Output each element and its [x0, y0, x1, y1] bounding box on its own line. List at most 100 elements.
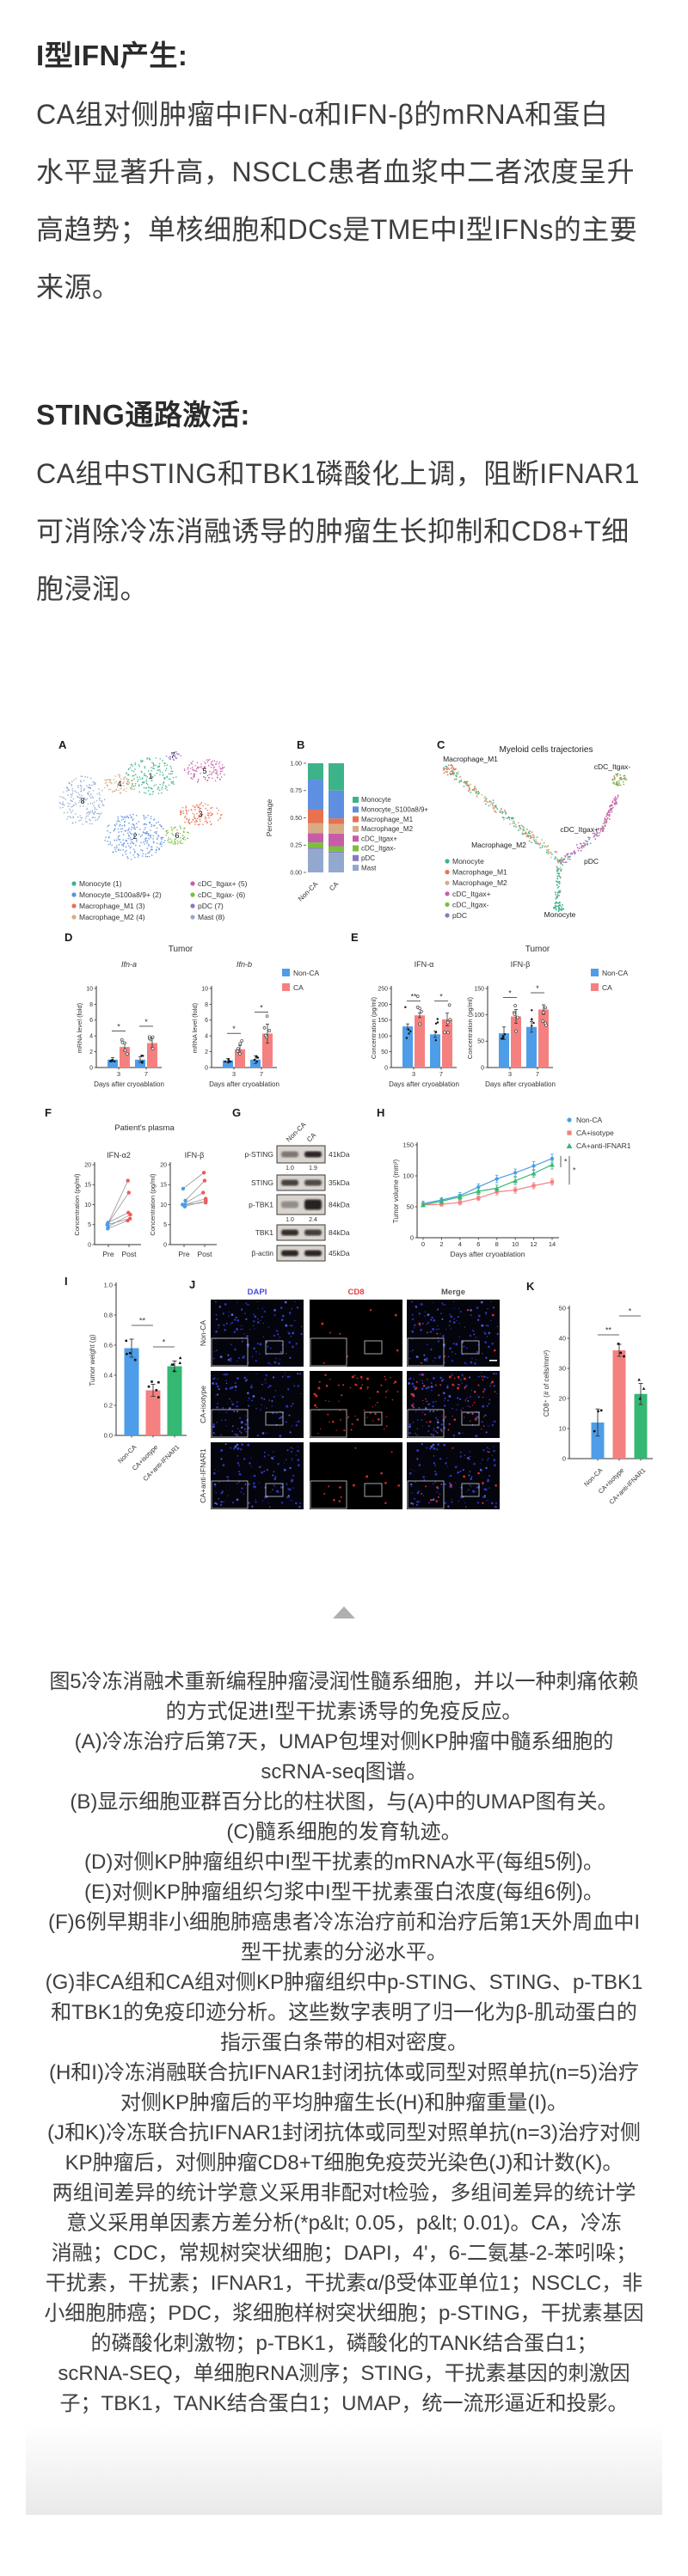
svg-text:pDC: pDC	[452, 911, 467, 920]
svg-text:0: 0	[562, 1454, 566, 1462]
svg-text:mRNA level (fold): mRNA level (fold)	[191, 1002, 199, 1053]
svg-text:CA+isotype: CA+isotype	[576, 1129, 614, 1137]
caption-line: 指示蛋白条带的相对密度。	[220, 2031, 468, 2054]
svg-text:Tumor: Tumor	[169, 945, 194, 954]
svg-text:8: 8	[89, 1002, 93, 1008]
figure-caption: 图5冷冻消融术重新编程肿瘤浸润性髓系细胞，并以一种刺痛依赖 的方式促进I型干扰素诱…	[34, 1667, 654, 2419]
svg-text:D: D	[64, 931, 72, 944]
svg-text:H: H	[377, 1106, 384, 1119]
summary-line: 水平显著升高，NSCLC患者血浆中二者浓度呈升	[36, 156, 635, 187]
svg-text:Macrophage_M1 (3): Macrophage_M1 (3)	[79, 902, 145, 910]
svg-text:10: 10	[559, 1424, 566, 1432]
svg-text:41kDa: 41kDa	[329, 1150, 350, 1159]
caption-line: 型干扰素的分泌水平。	[241, 1941, 447, 1964]
caption-line: (E)对侧KP肿瘤组织匀浆中I型干扰素蛋白浓度(每组6例)。	[83, 1881, 604, 1904]
svg-text:84kDa: 84kDa	[329, 1228, 350, 1237]
svg-text:7: 7	[170, 751, 175, 760]
svg-text:Days after cryoablation: Days after cryoablation	[94, 1080, 164, 1088]
svg-text:CA+anti-IFNAR1: CA+anti-IFNAR1	[576, 1141, 631, 1150]
svg-text:Concentration (pg/ml): Concentration (pg/ml)	[73, 1173, 81, 1236]
svg-text:*: *	[439, 993, 443, 1001]
svg-text:Monocyte (1): Monocyte (1)	[79, 879, 122, 888]
panel-a-umap: 1 2 3 4 5 6 7 8 Monocyte (1) Monocyte_S100a8/9+ (…	[58, 750, 248, 921]
svg-text:Macrophage_M2: Macrophage_M2	[361, 825, 414, 833]
svg-text:cDC_Itgax-: cDC_Itgax-	[361, 845, 396, 853]
svg-text:Mast (8): Mast (8)	[198, 913, 224, 921]
svg-text:10: 10	[512, 1240, 519, 1248]
svg-text:6: 6	[205, 1018, 208, 1024]
caption-line: 图5冷冻消融术重新编程肿瘤浸润性髓系细胞，并以一种刺痛依赖	[49, 1670, 639, 1693]
svg-text:50: 50	[477, 1039, 484, 1045]
caption-line: (D)对侧KP肿瘤组织中I型干扰素的mRNA水平(每组5例)。	[84, 1851, 604, 1874]
svg-text:cDC_Itgax+: cDC_Itgax+	[560, 825, 599, 834]
svg-text:CA+isotype: CA+isotype	[199, 1386, 207, 1423]
svg-text:1.0: 1.0	[286, 1166, 294, 1172]
svg-text:Non-CA: Non-CA	[576, 1116, 603, 1124]
svg-text:Tumor volume (mm³): Tumor volume (mm³)	[392, 1159, 400, 1223]
svg-text:Days after cryoablation: Days after cryoablation	[485, 1080, 556, 1088]
caption-line: (F)6例早期非小细胞肺癌患者冷冻治疗前和治疗后第1天外周血中I	[47, 1911, 640, 1934]
svg-text:*: *	[564, 1157, 568, 1166]
svg-text:Monocyte: Monocyte	[544, 910, 576, 919]
svg-text:2: 2	[205, 1049, 208, 1055]
panel-c-trajectory: Macrophage_M1Macrophage_M2MonocytepDCcDC…	[443, 745, 630, 920]
svg-text:pDC: pDC	[584, 857, 599, 866]
svg-text:DAPI: DAPI	[248, 1288, 267, 1297]
svg-text:**: **	[605, 1326, 612, 1335]
svg-text:CD8⁺ (# of cells/mm²): CD8⁺ (# of cells/mm²)	[543, 1349, 550, 1416]
svg-text:1.0: 1.0	[104, 1281, 113, 1288]
svg-text:CD8: CD8	[347, 1288, 364, 1297]
panel-b-stacked-bar: 0.00 0.25 0.50 0.75 1.00 Percentage Non-CA CA Mo…	[265, 761, 428, 903]
svg-text:7: 7	[260, 1070, 263, 1078]
svg-text:p-STING: p-STING	[244, 1150, 273, 1159]
svg-text:150: 150	[474, 986, 484, 992]
svg-text:3: 3	[232, 1070, 236, 1078]
caption-line: (G)非CA组和CA组对侧KP肿瘤组织中p-STING、STING、p-TBK1	[45, 1971, 643, 1994]
svg-text:*: *	[508, 989, 512, 998]
svg-text:Macrophage_M1: Macrophage_M1	[443, 755, 498, 763]
caption-line: (H和I)冷冻消融联合抗IFNAR1封闭抗体或同型对照单抗(n=5)治疗	[48, 2061, 640, 2084]
svg-text:5: 5	[88, 1222, 91, 1228]
svg-text:0: 0	[481, 1065, 484, 1071]
svg-text:cDC_Itgax+: cDC_Itgax+	[452, 890, 491, 898]
svg-text:Non-CA: Non-CA	[602, 969, 629, 977]
svg-text:250: 250	[378, 986, 388, 992]
svg-text:*: *	[232, 1025, 236, 1033]
next-card-shadow	[26, 2426, 662, 2515]
svg-text:20: 20	[84, 1162, 91, 1168]
caption-line: 和TBK1的免疫印迹分析。这些数字表明了归一化为β-肌动蛋白的	[51, 2001, 637, 2024]
svg-text:3: 3	[198, 810, 202, 818]
svg-text:Tumor weight (g): Tumor weight (g)	[89, 1334, 96, 1386]
figure5-scientific-figure: 1 2 3 4 5 6 7 8 Monocyte (1) Monocyte_S100a8/9+ (…	[43, 735, 654, 1625]
svg-text:3: 3	[508, 1070, 512, 1078]
caption-line: 子；TBK1，TANK结合蛋白1；UMAP，统一流形逼近和投影。	[59, 2392, 629, 2415]
svg-text:mRNA level (fold): mRNA level (fold)	[76, 1002, 83, 1053]
collapse-arrow-icon[interactable]	[333, 1606, 355, 1618]
svg-text:Pre: Pre	[102, 1250, 114, 1258]
svg-text:Merge: Merge	[441, 1288, 465, 1297]
svg-text:K: K	[526, 1280, 535, 1293]
svg-text:4: 4	[458, 1240, 462, 1248]
svg-text:10: 10	[84, 1202, 91, 1208]
svg-text:Ifn-a: Ifn-a	[121, 960, 137, 969]
svg-text:Days after cryoablation: Days after cryoablation	[389, 1080, 459, 1088]
svg-text:Percentage: Percentage	[265, 798, 273, 836]
svg-text:84kDa: 84kDa	[329, 1201, 350, 1209]
svg-text:6: 6	[175, 831, 179, 840]
svg-text:15: 15	[84, 1183, 91, 1189]
svg-text:0: 0	[163, 1242, 167, 1248]
svg-text:Non-CA: Non-CA	[293, 969, 320, 977]
svg-text:1.0: 1.0	[286, 1217, 294, 1223]
svg-text:E: E	[351, 931, 359, 944]
svg-text:0: 0	[384, 1065, 388, 1071]
svg-text:4: 4	[205, 1034, 208, 1040]
svg-text:0: 0	[410, 1233, 414, 1241]
svg-text:1.9: 1.9	[309, 1166, 317, 1172]
svg-text:*: *	[144, 1018, 148, 1026]
svg-text:35kDa: 35kDa	[329, 1178, 350, 1187]
svg-text:CA: CA	[293, 983, 304, 992]
